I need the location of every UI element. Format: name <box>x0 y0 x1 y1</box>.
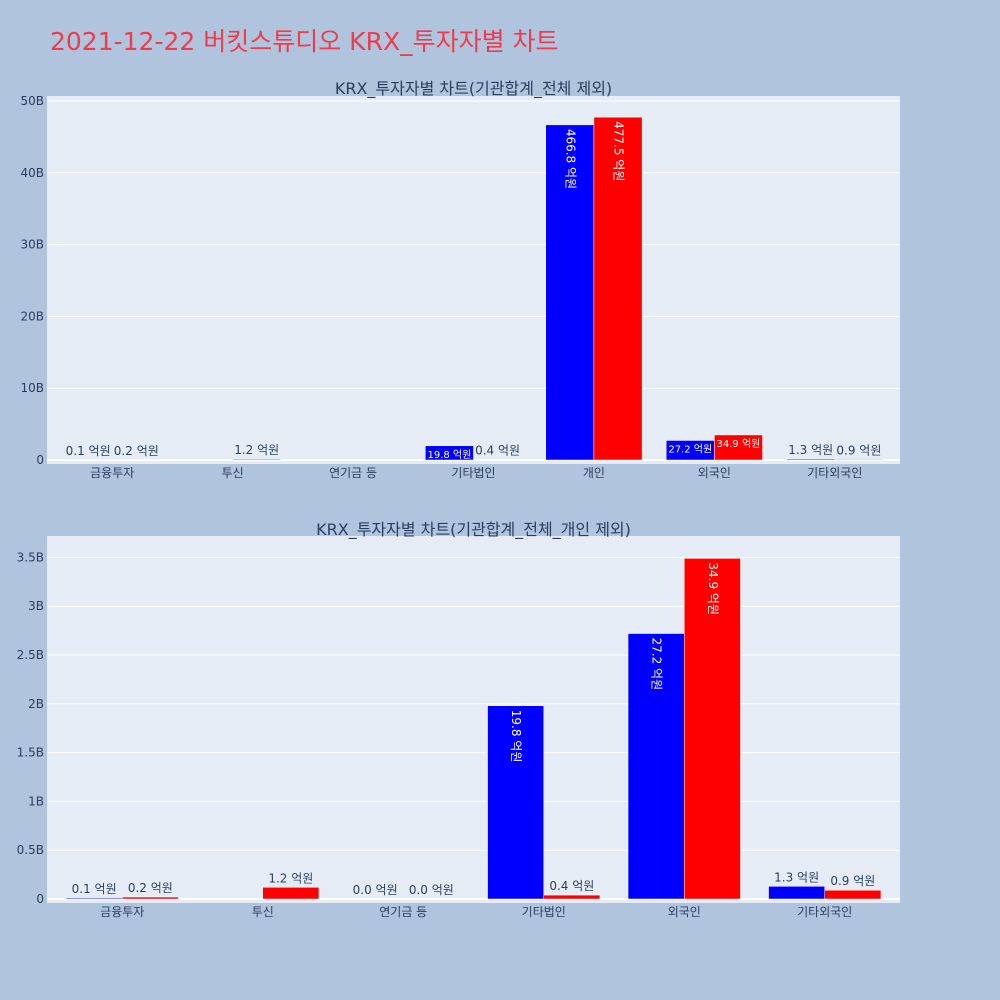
chart2-bar <box>543 894 601 900</box>
chart2-data-label: 0.0 억원 <box>353 883 398 897</box>
chart2-xtick-label: 금융투자 <box>100 905 144 919</box>
chart2-data-label: 19.8 억원 <box>509 710 523 763</box>
chart2-xtick-label: 기타법인 <box>522 905 566 919</box>
chart2-data-label: 0.4 억원 <box>549 879 594 893</box>
chart2-data-label: 1.2 억원 <box>268 871 313 885</box>
chart2-bar <box>262 887 320 900</box>
page-title: 2021-12-22 버킷스튜디오 KRX_투자자별 차트 <box>50 27 559 56</box>
chart1-data-label: 1.3 억원 <box>788 443 833 457</box>
chart1-data-label: 0.1 억원 <box>66 444 111 458</box>
chart1-data-label: 0.2 억원 <box>114 444 159 458</box>
chart2-xtick-label: 연기금 등 <box>379 905 427 919</box>
chart2-xtick-label: 외국인 <box>668 905 701 919</box>
chart1-bar <box>834 459 884 461</box>
chart2-data-label: 0.9 억원 <box>830 874 875 888</box>
chart1-ytick-label: 10B <box>20 381 44 395</box>
chart2-data-label: 0.2 억원 <box>128 881 173 895</box>
chart1-data-label: 19.8 억원 <box>427 449 471 461</box>
chart2-bar <box>824 889 882 900</box>
chart2-ytick-label: 2.5B <box>17 648 44 662</box>
chart1-data-label: 1.2 억원 <box>234 443 279 457</box>
chart2-bar <box>487 705 544 900</box>
chart2-ytick-label: 0.5B <box>17 843 44 857</box>
chart1-ytick-label: 0 <box>36 453 44 467</box>
chart2-bar <box>627 633 685 900</box>
chart2-data-label: 0.1 억원 <box>72 882 117 896</box>
chart1-xtick-label: 개인 <box>583 466 605 480</box>
chart1-xtick-label: 외국인 <box>698 466 731 480</box>
chart1-title: KRX_투자자별 차트(기관합계_전체 제외) <box>335 79 612 99</box>
chart2-ytick-label: 2B <box>28 697 44 711</box>
chart2-bar <box>122 896 179 900</box>
chart1-ytick-label: 40B <box>20 166 44 180</box>
chart2-data-label: 0.0 억원 <box>409 883 454 897</box>
chart1-bar <box>786 458 836 461</box>
chart2-ytick-label: 0 <box>36 892 44 906</box>
chart1-ytick-label: 20B <box>20 309 44 323</box>
chart2-data-label: 1.3 억원 <box>774 870 819 884</box>
chart1-bar <box>232 458 282 461</box>
chart2-ytick-label: 3B <box>28 599 44 613</box>
chart1-bar <box>714 434 763 461</box>
chart2-xtick-label: 기타외국인 <box>797 905 852 919</box>
chart1-xtick-label: 기타법인 <box>451 466 495 480</box>
chart1-bar <box>593 116 643 461</box>
chart1-bar <box>425 445 474 461</box>
chart2-bar <box>684 558 741 900</box>
chart2-ytick-label: 3.5B <box>17 550 44 564</box>
chart1-ytick-label: 50B <box>20 94 44 108</box>
chart1-xtick-label: 금융투자 <box>90 466 134 480</box>
chart1-bar <box>545 124 595 461</box>
chart2-data-label: 34.9 억원 <box>706 562 720 615</box>
chart2-bar <box>65 897 123 900</box>
chart1-xtick-label: 투신 <box>222 466 244 480</box>
chart1-data-label: 466.8 억원 <box>563 129 577 189</box>
chart2-data-label: 27.2 억원 <box>650 638 664 691</box>
chart1-data-label: 477.5 억원 <box>612 121 626 181</box>
chart2-ytick-label: 1.5B <box>17 746 44 760</box>
chart1-data-label: 0.9 억원 <box>836 443 881 457</box>
chart1-xtick-label: 연기금 등 <box>329 466 377 480</box>
chart2-xtick-label: 투신 <box>252 905 274 919</box>
chart1-ytick-label: 30B <box>20 238 44 252</box>
chart2-title: KRX_투자자별 차트(기관합계_전체_개인 제외) <box>316 520 631 540</box>
chart1-data-label: 27.2 억원 <box>668 443 712 455</box>
chart1-data-label: 34.9 억원 <box>717 438 761 450</box>
chart2-plot-area <box>47 536 900 903</box>
chart1-plot-area <box>47 96 900 464</box>
chart2-bar <box>768 886 825 900</box>
chart1-data-label: 0.4 억원 <box>475 444 520 458</box>
chart1-xtick-label: 기타외국인 <box>807 466 862 480</box>
chart2-ytick-label: 1B <box>28 794 44 808</box>
